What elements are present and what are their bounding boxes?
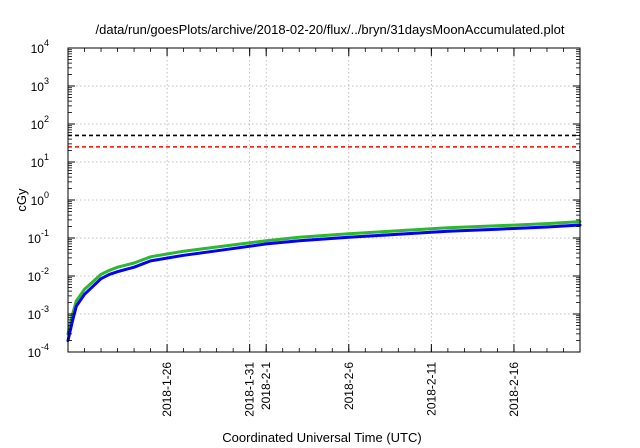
- chart-title: /data/run/goesPlots/archive/2018-02-20/f…: [96, 22, 565, 37]
- x-axis-ticks: 2018-1-26 2018-1-31 2018-2-1 2018-2-6 2018-2…: [67, 48, 581, 417]
- x-axis-label: Coordinated Universal Time (UTC): [222, 430, 421, 445]
- x-tick-label: 2018-2-11: [424, 362, 438, 416]
- series-line-1: [66, 220, 582, 336]
- x-tick-label: 2018-1-26: [160, 362, 174, 417]
- x-tick-label: 2018-2-6: [342, 362, 356, 410]
- grid-lines: [68, 48, 580, 352]
- data-series: [66, 220, 582, 343]
- reference-lines: [68, 134, 580, 148]
- y-axis-label: cGy: [14, 188, 29, 212]
- x-tick-label: 2018-2-16: [507, 362, 521, 417]
- series-line-2: [66, 223, 582, 343]
- x-tick-label: 2018-2-1: [259, 362, 273, 410]
- x-tick-label: 2018-1-31: [243, 362, 257, 417]
